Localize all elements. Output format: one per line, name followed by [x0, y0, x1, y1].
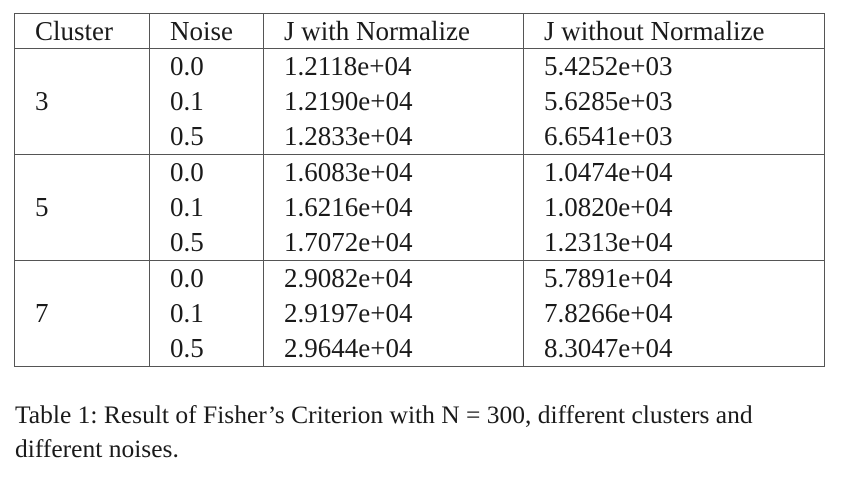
j-without-normalize-cell: 6.6541e+03	[523, 119, 825, 155]
j-without-normalize-cell: 5.6285e+03	[523, 84, 825, 119]
noise-cell: 0.1	[149, 296, 264, 331]
j-without-normalize-cell: 8.3047e+04	[523, 331, 825, 367]
table-row: 0.5 1.7072e+04 1.2313e+04	[15, 225, 825, 261]
j-without-normalize-cell: 1.2313e+04	[523, 225, 825, 261]
j-with-normalize-cell: 2.9197e+04	[263, 296, 524, 331]
noise-cell: 0.5	[149, 331, 264, 367]
j-with-normalize-cell: 1.7072e+04	[263, 225, 524, 261]
results-table: Cluster Noise J with Normalize J without…	[14, 13, 825, 367]
j-with-normalize-cell: 2.9082e+04	[263, 260, 524, 296]
j-without-normalize-cell: 5.7891e+04	[523, 260, 825, 296]
j-with-normalize-cell: 1.2118e+04	[263, 48, 524, 84]
j-with-normalize-cell: 2.9644e+04	[263, 331, 524, 367]
j-with-normalize-cell: 1.6216e+04	[263, 190, 524, 225]
j-without-normalize-cell: 1.0474e+04	[523, 154, 825, 190]
j-with-normalize-cell: 1.2190e+04	[263, 84, 524, 119]
j-without-normalize-cell: 5.4252e+03	[523, 48, 825, 84]
table-row: 0.5 1.2833e+04 6.6541e+03	[15, 119, 825, 155]
noise-cell: 0.0	[149, 48, 264, 84]
table-caption: Table 1: Result of Fisher’s Criterion wi…	[15, 400, 753, 463]
table-row: 5 0.0 1.6083e+04 1.0474e+04	[14, 154, 825, 261]
table-row: 7 0.0 2.9082e+04 5.7891e+04	[14, 260, 825, 367]
table-row: 0.1 1.2190e+04 5.6285e+03	[15, 84, 825, 119]
header-row: Cluster Noise J with Normalize J without…	[14, 13, 825, 49]
noise-cell: 0.5	[149, 119, 264, 155]
table-row: 0.1 2.9197e+04 7.8266e+04	[15, 296, 825, 331]
noise-cell: 0.0	[149, 260, 264, 296]
noise-cell: 0.1	[149, 190, 264, 225]
cluster-cell: 3	[14, 48, 150, 155]
j-without-normalize-cell: 7.8266e+04	[523, 296, 825, 331]
cluster-cell: 5	[14, 154, 150, 261]
cluster-cell: 7	[14, 260, 150, 367]
noise-cell: 0.0	[149, 154, 264, 190]
header-j-without-normalize: J without Normalize	[523, 13, 825, 49]
header-cluster: Cluster	[14, 13, 150, 49]
noise-cell: 0.1	[149, 84, 264, 119]
table-row: 0.1 1.6216e+04 1.0820e+04	[15, 190, 825, 225]
table-row: 0.5 2.9644e+04 8.3047e+04	[15, 331, 825, 367]
table-row: 3 0.0 1.2118e+04 5.4252e+03	[14, 48, 825, 155]
j-without-normalize-cell: 1.0820e+04	[523, 190, 825, 225]
noise-cell: 0.5	[149, 225, 264, 261]
header-noise: Noise	[149, 13, 264, 49]
j-with-normalize-cell: 1.6083e+04	[263, 154, 524, 190]
j-with-normalize-cell: 1.2833e+04	[263, 119, 524, 155]
header-j-with-normalize: J with Normalize	[263, 13, 524, 49]
